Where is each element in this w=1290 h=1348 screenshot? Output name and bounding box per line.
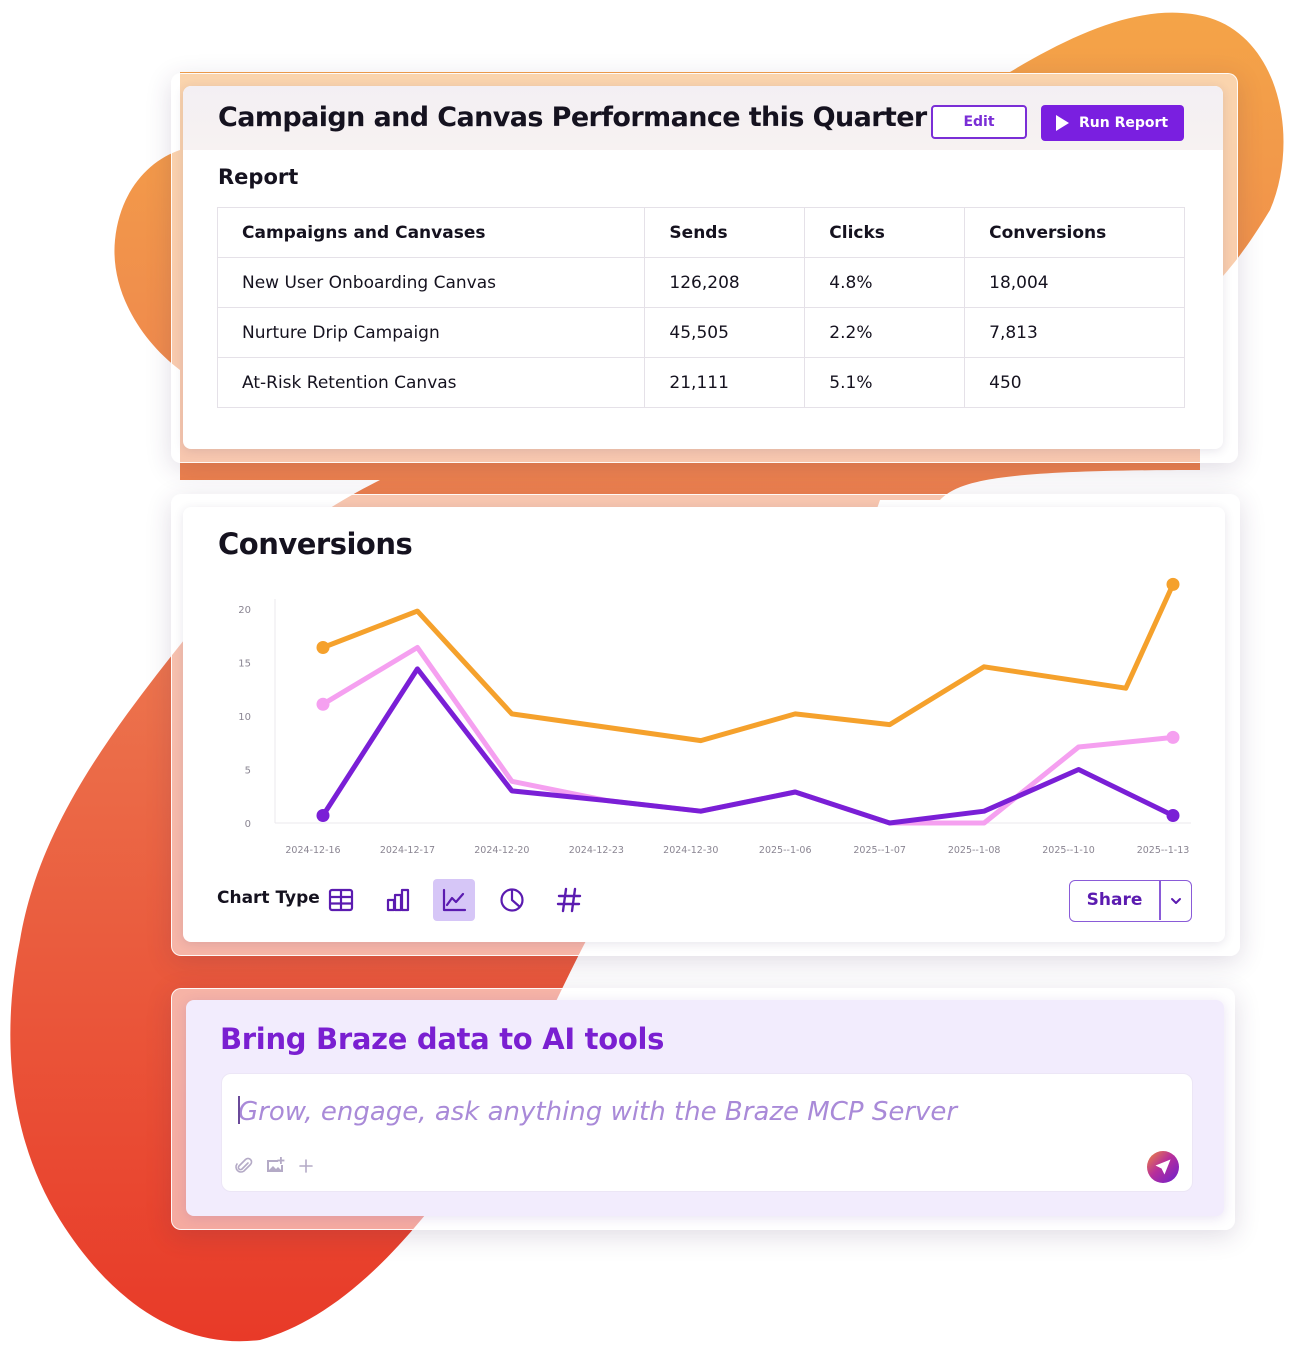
clicks-cell: 2.2% bbox=[804, 307, 966, 358]
bar-chart-icon bbox=[386, 888, 410, 912]
x-tick-label: 2024-12-23 bbox=[569, 845, 624, 856]
conversions-card: 0 5 10 15 20 2024-12-16 2024-12-17 2024-12-20 20… bbox=[183, 507, 1225, 942]
report-card: Campaign and Canvas Performance this Qua… bbox=[183, 86, 1223, 449]
conversions-cell: 7,813 bbox=[964, 307, 1185, 358]
table-icon bbox=[328, 888, 354, 912]
add-image-button[interactable] bbox=[265, 1156, 285, 1176]
chevron-down-icon bbox=[1171, 898, 1181, 904]
campaign-name-cell: New User Onboarding Canvas bbox=[216, 257, 646, 308]
attach-button[interactable] bbox=[234, 1156, 254, 1176]
x-tick-label: 2025--1-07 bbox=[853, 845, 906, 856]
campaign-name-cell: At-Risk Retention Canvas bbox=[216, 357, 646, 408]
play-icon bbox=[1056, 115, 1069, 131]
ai-prompt-input[interactable] bbox=[238, 1092, 1138, 1132]
sends-cell: 45,505 bbox=[644, 307, 806, 358]
table-row: At-Risk Retention Canvas 21,111 5.1% 450 bbox=[216, 357, 1185, 408]
plus-icon bbox=[299, 1159, 313, 1173]
column-header: Campaigns and Canvases bbox=[216, 207, 646, 258]
series-endpoint-2 bbox=[1166, 730, 1180, 744]
x-tick-label: 2025--1-13 bbox=[1137, 845, 1190, 856]
ai-prompt-box bbox=[221, 1073, 1193, 1192]
report-section-label: Report bbox=[218, 165, 299, 189]
chart-type-bar-button[interactable] bbox=[377, 879, 419, 921]
column-header: Clicks bbox=[804, 207, 966, 258]
x-tick-label: 2025--1-08 bbox=[948, 845, 1001, 856]
chart-type-pie-button[interactable] bbox=[491, 879, 533, 921]
share-divider bbox=[1159, 881, 1161, 920]
pie-chart-icon bbox=[500, 888, 524, 912]
chart-type-line-button[interactable] bbox=[433, 879, 475, 921]
column-header: Sends bbox=[644, 207, 806, 258]
series-endpoint-1 bbox=[316, 641, 330, 655]
ai-card-title: Bring Braze data to AI tools bbox=[220, 1022, 665, 1056]
text-cursor bbox=[238, 1096, 240, 1124]
x-tick-label: 2025--1-10 bbox=[1042, 845, 1095, 856]
report-table: Campaigns and Canvases Sends Clicks Conv… bbox=[216, 207, 1185, 408]
y-tick-label: 15 bbox=[238, 659, 251, 670]
image-add-icon bbox=[267, 1157, 285, 1172]
table-row: Nurture Drip Campaign 45,505 2.2% 7,813 bbox=[216, 307, 1185, 358]
series-line-3 bbox=[320, 666, 1176, 826]
chart-type-table-button[interactable] bbox=[320, 879, 362, 921]
y-tick-label: 20 bbox=[238, 605, 251, 616]
add-button[interactable] bbox=[296, 1156, 316, 1176]
x-tick-label: 2024-12-16 bbox=[285, 845, 340, 856]
edit-button[interactable]: Edit bbox=[931, 105, 1027, 139]
share-button-group: Share bbox=[1069, 880, 1192, 922]
y-tick-label: 10 bbox=[238, 712, 251, 723]
sends-cell: 21,111 bbox=[644, 357, 806, 408]
share-dropdown-button[interactable] bbox=[1162, 881, 1190, 920]
series-endpoint-2 bbox=[316, 697, 330, 711]
clicks-cell: 4.8% bbox=[804, 257, 966, 308]
conversions-cell: 18,004 bbox=[964, 257, 1185, 308]
x-tick-label: 2024-12-20 bbox=[474, 845, 529, 856]
hash-icon bbox=[556, 887, 582, 913]
chart-type-label: Chart Type bbox=[217, 888, 320, 908]
series-line-1 bbox=[320, 581, 1176, 744]
ai-tools-card: Bring Braze data to AI tools bbox=[186, 1000, 1224, 1216]
chart-title: Conversions bbox=[218, 527, 413, 561]
run-report-button[interactable]: Run Report bbox=[1041, 105, 1184, 141]
x-tick-label: 2024-12-30 bbox=[663, 845, 718, 856]
series-endpoint-3 bbox=[316, 809, 330, 823]
conversions-cell: 450 bbox=[964, 357, 1185, 408]
conversions-line-chart: 0 5 10 15 20 2024-12-16 2024-12-17 2024-12-20 20… bbox=[238, 577, 1191, 856]
x-tick-label: 2024-12-17 bbox=[380, 845, 435, 856]
y-tick-label: 0 bbox=[245, 819, 251, 830]
report-title: Campaign and Canvas Performance this Qua… bbox=[218, 102, 927, 133]
send-icon bbox=[1155, 1159, 1171, 1175]
send-button[interactable] bbox=[1147, 1151, 1179, 1183]
column-header: Conversions bbox=[964, 207, 1185, 258]
clicks-cell: 5.1% bbox=[804, 357, 966, 408]
chart-type-number-button[interactable] bbox=[548, 879, 590, 921]
campaign-name-cell: Nurture Drip Campaign bbox=[216, 307, 646, 358]
sends-cell: 126,208 bbox=[644, 257, 806, 308]
series-endpoint-1 bbox=[1166, 577, 1180, 591]
share-button[interactable]: Share bbox=[1086, 890, 1143, 910]
line-chart-icon bbox=[442, 888, 467, 912]
table-header-row: Campaigns and Canvases Sends Clicks Conv… bbox=[216, 207, 1185, 258]
table-row: New User Onboarding Canvas 126,208 4.8% … bbox=[216, 257, 1185, 308]
run-report-label: Run Report bbox=[1079, 115, 1169, 131]
y-tick-label: 5 bbox=[245, 766, 251, 777]
x-tick-label: 2025--1-06 bbox=[759, 845, 812, 856]
series-endpoint-3 bbox=[1166, 809, 1180, 823]
paperclip-icon bbox=[235, 1157, 253, 1173]
